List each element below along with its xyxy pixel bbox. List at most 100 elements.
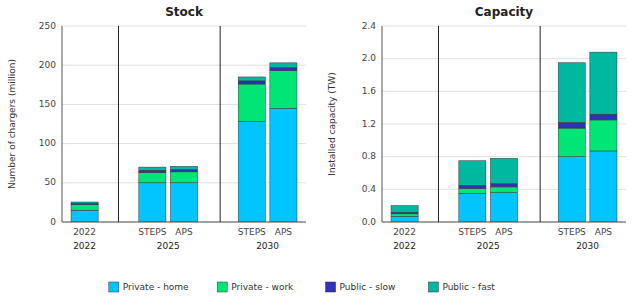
panel: Stock Number of chargers (million) 0 50 100 1… xyxy=(7,5,307,251)
bar-segment xyxy=(590,151,617,222)
bar-segment xyxy=(590,52,617,114)
bar-segment xyxy=(139,170,166,172)
bar-segment xyxy=(139,173,166,183)
legend-label: Private - work xyxy=(231,282,294,292)
bar-segment xyxy=(490,158,517,183)
group-label: 2030 xyxy=(256,241,279,251)
group-label: 2025 xyxy=(157,241,180,251)
legend: Private - home Private - work Public - slo… xyxy=(109,282,496,293)
x-tick-label: APS xyxy=(275,227,293,237)
bar-segment xyxy=(170,183,197,222)
y-tick-label: 1.2 xyxy=(362,119,376,129)
x-tick-label: APS xyxy=(595,227,613,237)
bar-segment xyxy=(270,68,297,71)
grid-line xyxy=(62,143,306,144)
group-separator xyxy=(118,26,119,222)
grid-line xyxy=(382,58,626,59)
y-tick-label: 150 xyxy=(39,99,56,109)
y-tick-label: 50 xyxy=(45,177,57,187)
legend-swatch xyxy=(326,282,336,292)
bar-segment xyxy=(238,77,265,81)
legend-label: Public - slow xyxy=(340,282,396,292)
x-tick-label: 2022 xyxy=(73,227,96,237)
bar-segment xyxy=(558,128,585,157)
chart-root: Stock Number of chargers (million) 0 50 100 1… xyxy=(0,0,640,299)
x-tick-label: APS xyxy=(175,227,193,237)
x-tick-label: APS xyxy=(495,227,513,237)
x-axis-line xyxy=(62,222,306,223)
y-axis-line xyxy=(382,26,383,222)
bar-segment xyxy=(490,184,517,187)
y-tick-label: 0.8 xyxy=(362,151,377,161)
panel: Capacity Installed capacity (TW) 0.0 0.4 0.8… xyxy=(327,5,627,251)
y-tick-label: 200 xyxy=(39,60,56,70)
bar-segment xyxy=(558,157,585,222)
bar-segment xyxy=(238,122,265,222)
grid-line xyxy=(382,156,626,157)
grid-line xyxy=(382,222,626,223)
y-tick-label: 0.4 xyxy=(362,184,377,194)
x-tick-label: STEPS xyxy=(558,227,586,237)
x-tick-label: STEPS xyxy=(458,227,486,237)
x-tick-label: STEPS xyxy=(238,227,266,237)
x-tick-label: 2022 xyxy=(393,227,416,237)
group-label: 2025 xyxy=(477,241,500,251)
bars xyxy=(391,52,617,222)
group-separator xyxy=(438,26,439,222)
bar-segment xyxy=(170,169,197,171)
bar-segment xyxy=(139,167,166,170)
grid-line xyxy=(62,65,306,66)
bar-segment xyxy=(391,216,418,222)
bar-segment xyxy=(490,193,517,222)
bar-segment xyxy=(590,120,617,151)
legend-label: Private - home xyxy=(123,282,189,292)
y-axis-label: Installed capacity (TW) xyxy=(327,72,337,175)
bar-segment xyxy=(270,71,297,109)
bar-segment xyxy=(238,84,265,122)
bar-segment xyxy=(459,161,486,186)
bar-segment xyxy=(391,206,418,213)
bar-segment xyxy=(170,166,197,169)
grid-line xyxy=(382,124,626,125)
group-label: 2022 xyxy=(73,241,96,251)
bar-segment xyxy=(170,172,197,183)
y-tick-label: 0 xyxy=(50,217,56,227)
legend-swatch xyxy=(428,282,438,292)
bar-segment xyxy=(139,183,166,222)
x-tick-label: STEPS xyxy=(138,227,166,237)
group-label: 2030 xyxy=(576,241,599,251)
bar-segment xyxy=(71,202,98,204)
bar-segment xyxy=(71,205,98,210)
bar-segment xyxy=(558,63,585,123)
y-tick-label: 100 xyxy=(39,138,56,148)
grid-line xyxy=(382,91,626,92)
grid-line xyxy=(62,26,306,27)
grid-line xyxy=(62,104,306,105)
legend-label: Public - fast xyxy=(442,282,495,292)
y-axis-line xyxy=(62,26,63,222)
legend-swatch xyxy=(217,282,227,292)
bar-segment xyxy=(238,81,265,84)
title: Capacity xyxy=(475,5,534,19)
bar-segment xyxy=(590,114,617,120)
bar-segment xyxy=(490,187,517,193)
group-label: 2022 xyxy=(393,241,416,251)
bar-segment xyxy=(558,122,585,128)
bar-segment xyxy=(270,108,297,222)
y-tick-label: 2.4 xyxy=(362,21,377,31)
bar-segment xyxy=(459,185,486,188)
y-axis-label: Number of chargers (million) xyxy=(7,59,17,189)
y-tick-label: 250 xyxy=(39,21,56,31)
x-axis-line xyxy=(382,222,626,223)
y-tick-label: 2.0 xyxy=(362,53,377,63)
bar-segment xyxy=(391,214,418,216)
group-separator xyxy=(220,26,221,222)
title: Stock xyxy=(165,5,204,19)
grid-line xyxy=(62,222,306,223)
bars xyxy=(71,63,297,222)
grid-line xyxy=(382,26,626,27)
group-separator xyxy=(540,26,541,222)
bar-segment xyxy=(71,210,98,222)
bar-segment xyxy=(459,189,486,194)
y-tick-label: 0.0 xyxy=(362,217,377,227)
